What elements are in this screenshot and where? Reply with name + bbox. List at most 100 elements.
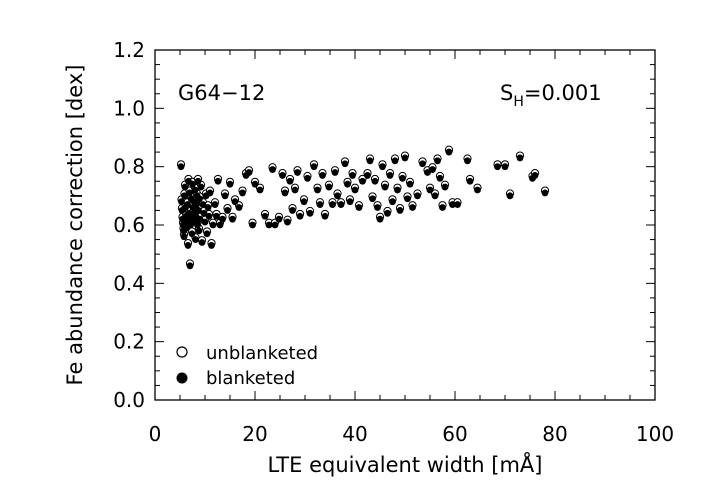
- data-point-blanketed: [269, 166, 276, 173]
- data-point-blanketed: [229, 215, 236, 223]
- data-point-blanketed: [319, 172, 326, 179]
- data-point-blanketed: [196, 215, 204, 223]
- data-point-blanketed: [494, 163, 501, 171]
- data-point-blanketed: [516, 154, 524, 162]
- data-point-blanketed: [181, 192, 188, 200]
- data-point-blanketed: [501, 163, 509, 171]
- y-tick-label: 0.0: [113, 388, 145, 412]
- data-point-blanketed: [391, 157, 399, 165]
- data-point-blanketed: [219, 215, 226, 223]
- data-point-blanketed: [316, 201, 324, 208]
- data-point-blanketed: [369, 195, 376, 203]
- y-tick-label: 1.0: [113, 96, 145, 120]
- legend-label-blanketed: blanketed: [206, 368, 295, 389]
- x-tick-label: 40: [342, 422, 367, 446]
- data-point-blanketed: [291, 186, 299, 194]
- data-point-blanketed: [211, 201, 219, 208]
- data-point-blanketed: [409, 204, 416, 211]
- data-point-blanketed: [439, 204, 446, 211]
- data-point-blanketed: [344, 180, 351, 188]
- data-point-blanketed: [376, 215, 384, 223]
- data-point-blanketed: [341, 160, 349, 168]
- data-point-blanketed: [310, 163, 318, 171]
- y-tick-label: 1.2: [113, 38, 145, 62]
- data-point-blanketed: [200, 209, 208, 217]
- data-point-blanketed: [399, 174, 406, 182]
- y-tick-label: 0.6: [113, 213, 145, 237]
- x-tick-label: 80: [542, 422, 567, 446]
- data-point-blanketed: [355, 204, 363, 211]
- data-point-blanketed: [366, 157, 374, 165]
- data-point-blanketed: [429, 166, 436, 173]
- data-point-blanketed: [349, 172, 356, 179]
- data-point-blanketed: [206, 189, 214, 197]
- data-point-blanketed: [199, 201, 207, 208]
- data-point-blanketed: [201, 218, 209, 226]
- data-point-blanketed: [531, 172, 539, 179]
- legend-marker-blanketed: [176, 372, 188, 384]
- sh-value: =0.001: [524, 81, 602, 105]
- data-point-blanketed: [331, 169, 339, 176]
- data-point-blanketed: [204, 204, 212, 211]
- sh-label: S: [500, 81, 513, 105]
- data-point-blanketed: [203, 230, 211, 238]
- data-point-blanketed: [245, 169, 253, 176]
- data-point-blanketed: [464, 157, 471, 165]
- data-point-blanketed: [256, 186, 264, 194]
- data-point-blanketed: [436, 174, 444, 182]
- data-point-blanketed: [197, 183, 205, 191]
- data-point-blanketed: [194, 177, 202, 185]
- data-point-blanketed: [434, 157, 441, 165]
- data-point-blanketed: [226, 180, 234, 188]
- x-axis-label: LTE equivalent width [mÅ]: [267, 451, 542, 477]
- data-point-blanketed: [364, 172, 371, 179]
- y-tick-label: 0.4: [113, 271, 145, 295]
- data-point-blanketed: [441, 183, 449, 191]
- data-point-blanketed: [374, 204, 381, 211]
- data-point-blanketed: [189, 180, 196, 188]
- data-point-blanketed: [321, 212, 329, 220]
- data-point-blanketed: [198, 239, 206, 246]
- data-point-blanketed: [389, 198, 396, 206]
- data-point-blanketed: [196, 195, 203, 203]
- data-point-blanketed: [224, 207, 231, 214]
- data-point-blanketed: [184, 242, 192, 249]
- data-point-blanketed: [351, 186, 359, 194]
- data-point-blanketed: [177, 163, 185, 171]
- data-point-blanketed: [445, 148, 453, 156]
- data-point-blanketed: [275, 215, 283, 223]
- data-point-blanketed: [541, 189, 549, 197]
- data-point-blanketed: [304, 174, 311, 182]
- data-point-blanketed: [178, 198, 185, 206]
- x-tick-label: 100: [636, 422, 674, 446]
- data-point-blanketed: [208, 242, 215, 249]
- data-point-blanketed: [231, 198, 239, 206]
- data-point-blanketed: [396, 207, 404, 214]
- data-point-blanketed: [289, 207, 296, 214]
- data-point-blanketed: [180, 233, 188, 241]
- data-point-blanketed: [193, 201, 200, 208]
- data-point-blanketed: [239, 189, 246, 197]
- data-point-blanketed: [394, 186, 401, 194]
- data-point-blanketed: [379, 163, 386, 171]
- data-point-blanketed: [381, 183, 389, 191]
- y-tick-label: 0.8: [113, 155, 145, 179]
- data-point-blanketed: [404, 195, 411, 203]
- x-tick-label: 0: [149, 422, 162, 446]
- data-point-blanketed: [195, 207, 202, 214]
- x-tick-label: 20: [242, 422, 267, 446]
- data-point-blanketed: [281, 189, 289, 197]
- data-point-blanketed: [454, 201, 461, 208]
- data-point-blanketed: [431, 192, 439, 200]
- data-point-blanketed: [306, 209, 314, 217]
- data-point-blanketed: [294, 169, 301, 176]
- data-point-blanketed: [214, 177, 222, 185]
- x-tick-labels: 0 20 40 60 80 100: [149, 422, 674, 446]
- data-point-blanketed: [192, 236, 199, 243]
- data-point-blanketed: [188, 230, 196, 238]
- data-point-blanketed: [181, 183, 189, 191]
- axis-ticks: [154, 49, 656, 401]
- data-point-blanketed: [249, 221, 256, 229]
- data-point-blanketed: [191, 186, 199, 194]
- data-point-blanketed: [449, 201, 456, 208]
